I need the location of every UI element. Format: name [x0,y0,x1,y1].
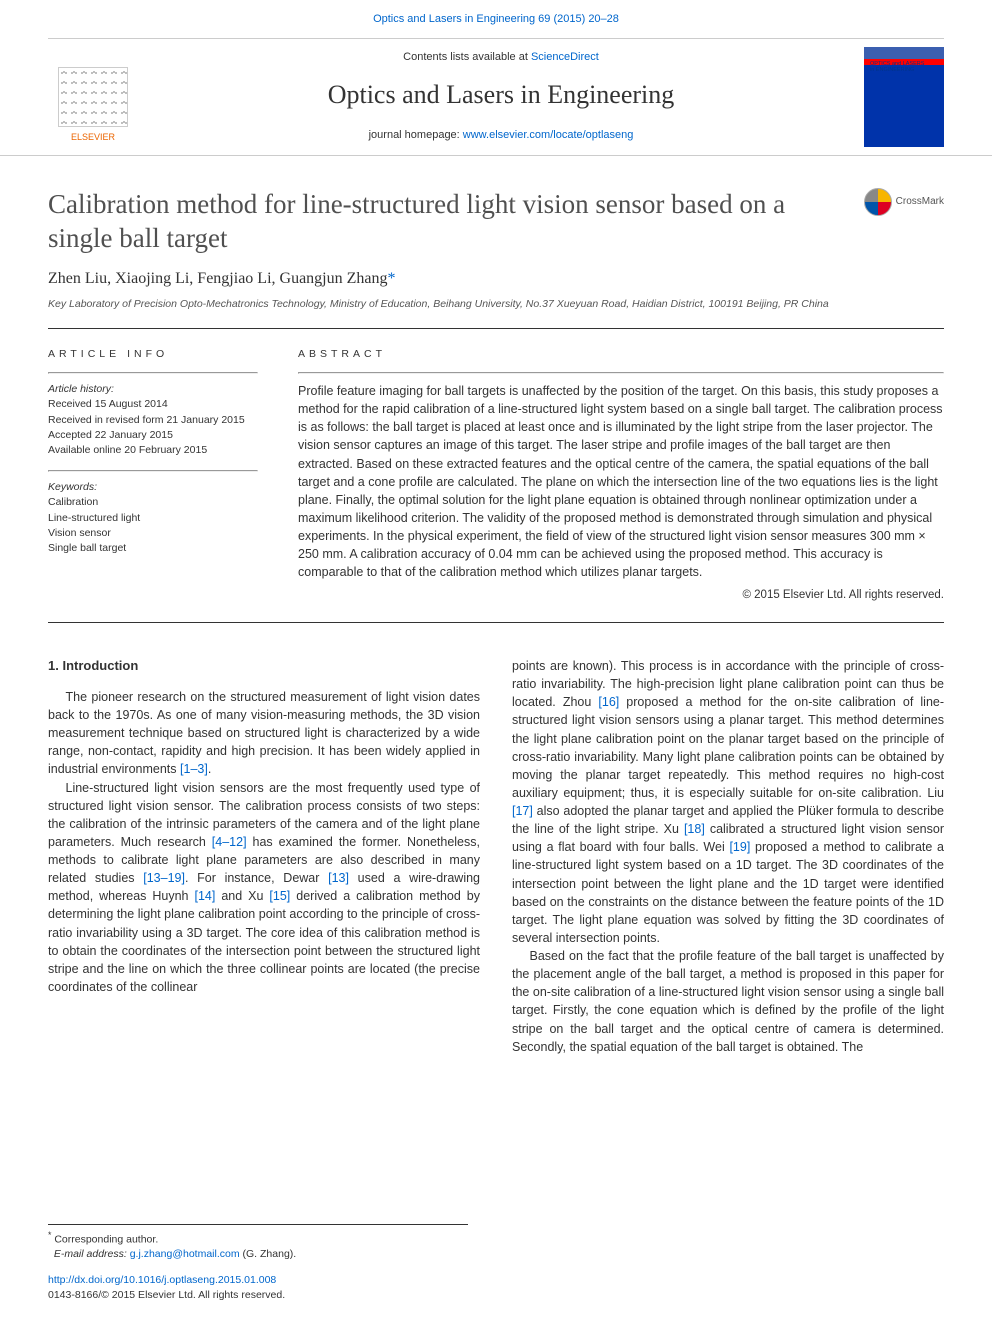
doi-line: http://dx.doi.org/10.1016/j.optlaseng.20… [48,1273,468,1288]
citation-link[interactable]: Optics and Lasers in Engineering 69 (201… [373,13,619,25]
abstract-copyright: © 2015 Elsevier Ltd. All rights reserved… [298,587,944,604]
keyword-item: Calibration [48,495,258,510]
doi-link[interactable]: http://dx.doi.org/10.1016/j.optlaseng.20… [48,1274,276,1286]
crossmark-badge[interactable]: CrossMark [864,188,944,216]
corresponding-author-footnote: * Corresponding author. [48,1229,468,1248]
publisher-wordmark: ELSEVIER [71,131,115,144]
abstract-text: Profile feature imaging for ball targets… [298,382,944,581]
article-info-column: ARTICLE INFO Article history: Received 1… [48,347,258,604]
keyword-item: Line-structured light [48,511,258,526]
info-abstract-row: ARTICLE INFO Article history: Received 1… [48,347,944,623]
thin-rule [48,372,258,374]
article-history-label: Article history: [48,382,258,397]
citation-link[interactable]: [16] [598,695,619,709]
citation-link[interactable]: [13–19] [143,871,185,885]
journal-masthead: Optics and Lasers in Engineering 69 (201… [0,0,992,156]
keyword-item: Single ball target [48,541,258,556]
masthead-center: Contents lists available at ScienceDirec… [138,50,864,144]
crossmark-icon [864,188,892,216]
keywords-label: Keywords: [48,480,258,495]
article-body-columns: 1. Introduction The pioneer research on … [48,657,944,1056]
elsevier-tree-icon [58,67,128,127]
body-paragraph: Based on the fact that the profile featu… [512,947,944,1056]
section-1-heading: 1. Introduction [48,657,480,676]
article-front-matter: Calibration method for line-structured l… [0,156,992,1056]
body-paragraph: Line-structured light vision sensors are… [48,779,480,997]
keyword-item: Vision sensor [48,526,258,541]
homepage-prefix: journal homepage: [369,129,463,141]
body-paragraph: points are known). This process is in ac… [512,657,944,947]
citation-link[interactable]: [15] [269,889,290,903]
publisher-logo: ELSEVIER [48,49,138,144]
thin-rule [298,372,944,374]
abstract-heading: ABSTRACT [298,347,944,362]
footnote-block: * Corresponding author. E-mail address: … [48,1224,468,1303]
journal-homepage-link[interactable]: www.elsevier.com/locate/optlaseng [463,129,634,141]
article-title: Calibration method for line-structured l… [48,188,848,256]
received-date: Received 15 August 2014 [48,397,258,412]
body-right-column: points are known). This process is in ac… [512,657,944,1056]
author-list: Zhen Liu, Xiaojing Li, Fengjiao Li, Guan… [48,267,944,290]
article-info-heading: ARTICLE INFO [48,347,258,362]
contents-available-line: Contents lists available at ScienceDirec… [138,50,864,66]
crossmark-label: CrossMark [896,195,944,210]
citation-link[interactable]: [19] [729,840,750,854]
keywords-block: Keywords: Calibration Line-structured li… [48,480,258,556]
citation-link[interactable]: [18] [684,822,705,836]
footnote-symbol: * [48,1230,51,1240]
accepted-date: Accepted 22 January 2015 [48,428,258,443]
article-history-block: Article history: Received 15 August 2014… [48,382,258,458]
citation-link[interactable]: [13] [328,871,349,885]
revised-date: Received in revised form 21 January 2015 [48,413,258,428]
cover-text: OPTICS and LASERS in ENGINEERING [870,61,924,73]
authors-text: Zhen Liu, Xiaojing Li, Fengjiao Li, Guan… [48,270,388,287]
online-date: Available online 20 February 2015 [48,443,258,458]
journal-cover-thumbnail: OPTICS and LASERS in ENGINEERING [864,47,944,147]
contents-prefix: Contents lists available at [403,51,531,63]
email-footnote: E-mail address: g.j.zhang@hotmail.com (G… [48,1247,468,1262]
citation-link[interactable]: [1–3] [180,762,208,776]
masthead-row: ELSEVIER Contents lists available at Sci… [48,38,944,155]
sciencedirect-link[interactable]: ScienceDirect [531,51,599,63]
citation-link[interactable]: [17] [512,804,533,818]
email-link[interactable]: g.j.zhang@hotmail.com [130,1248,240,1260]
citation-link[interactable]: [4–12] [212,835,247,849]
section-rule [48,328,944,329]
thin-rule [48,470,258,472]
journal-name: Optics and Lasers in Engineering [138,76,864,114]
body-left-column: 1. Introduction The pioneer research on … [48,657,480,1056]
abstract-column: ABSTRACT Profile feature imaging for bal… [298,347,944,604]
journal-homepage-line: journal homepage: www.elsevier.com/locat… [138,128,864,144]
issn-copyright-line: 0143-8166/© 2015 Elsevier Ltd. All right… [48,1288,468,1303]
affiliation-line: Key Laboratory of Precision Opto-Mechatr… [48,297,944,312]
citation-link[interactable]: [14] [194,889,215,903]
body-paragraph: The pioneer research on the structured m… [48,688,480,779]
citation-line: Optics and Lasers in Engineering 69 (201… [48,12,944,28]
corresponding-author-mark[interactable]: * [388,270,396,287]
